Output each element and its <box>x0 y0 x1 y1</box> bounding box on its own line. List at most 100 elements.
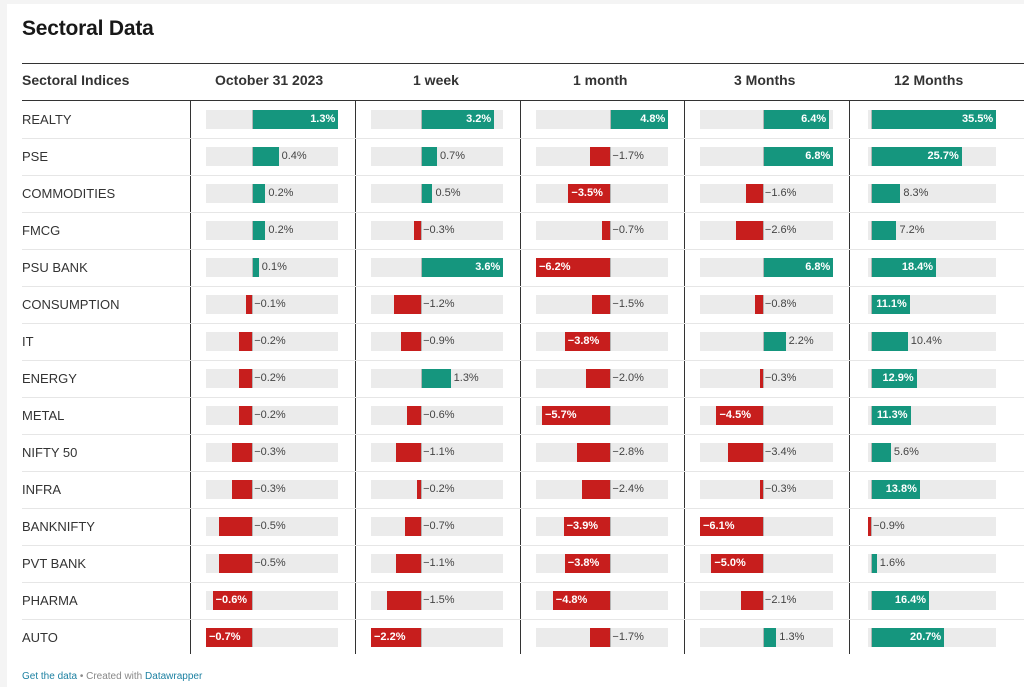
value-label: −0.6% <box>423 409 455 421</box>
bar-october-31-2023 <box>212 591 253 610</box>
value-label: −3.5% <box>571 187 603 199</box>
column-separator <box>684 101 685 654</box>
value-label: −2.6% <box>764 224 797 236</box>
row-label: REALTY <box>22 112 72 127</box>
value-label: 1.3% <box>310 113 336 125</box>
row-label: PHARMA <box>22 593 78 608</box>
bar-october-31-2023 <box>232 480 253 499</box>
bar-track <box>206 184 338 203</box>
value-label: −0.5% <box>254 520 286 532</box>
value-label: −0.2% <box>254 409 286 421</box>
bar-1-week <box>386 591 422 610</box>
bar-3-months <box>727 443 763 462</box>
row-label: FMCG <box>22 223 61 238</box>
zero-line <box>871 110 872 129</box>
value-label: −0.2% <box>254 372 286 384</box>
bar-track <box>371 517 503 536</box>
row-label: METAL <box>22 408 65 423</box>
bar-12-months <box>871 184 901 203</box>
zero-line <box>871 295 872 314</box>
row-divider <box>22 212 1024 213</box>
bar-1-month <box>592 295 611 314</box>
bar-1-week <box>421 258 503 277</box>
value-label: 25.7% <box>927 150 959 162</box>
zero-line <box>763 554 764 573</box>
zero-line <box>763 443 764 462</box>
bar-3-months <box>716 406 763 425</box>
bar-3-months <box>762 332 786 351</box>
bar-track <box>700 369 833 388</box>
bar-1-week <box>405 517 422 536</box>
bar-track <box>371 184 503 203</box>
zero-line <box>252 443 253 462</box>
value-label: −1.7% <box>612 631 644 643</box>
value-label: −0.6% <box>215 594 248 606</box>
bar-1-month <box>563 517 611 536</box>
bar-october-31-2023 <box>252 221 266 240</box>
bar-track <box>868 221 996 240</box>
datawrapper-link[interactable]: Datawrapper <box>145 671 203 682</box>
zero-line <box>252 258 253 277</box>
value-label: 6.4% <box>801 113 827 125</box>
zero-line <box>610 110 611 129</box>
chart-title: Sectoral Data <box>22 17 154 40</box>
bar-12-months <box>871 332 908 351</box>
row-divider <box>22 582 1024 583</box>
zero-line <box>763 110 764 129</box>
bar-3-months <box>746 184 763 203</box>
value-label: −6.1% <box>703 520 735 532</box>
bar-3-months <box>759 369 763 388</box>
value-label: 11.1% <box>876 298 907 310</box>
zero-line <box>610 406 611 425</box>
value-label: 18.4% <box>901 261 934 273</box>
bar-1-month <box>602 221 611 240</box>
zero-line <box>871 147 872 166</box>
value-label: −3.9% <box>566 520 599 532</box>
zero-line <box>421 517 422 536</box>
value-label: −0.3% <box>254 483 286 495</box>
bar-track <box>868 517 996 536</box>
value-label: −2.4% <box>612 483 644 495</box>
column-header-3-months: 3 Months <box>734 72 796 88</box>
zero-line <box>871 517 872 536</box>
zero-line <box>252 554 253 573</box>
bar-3-months <box>762 628 777 647</box>
value-label: −0.5% <box>254 557 286 569</box>
bar-1-month <box>610 110 668 129</box>
bar-track <box>371 147 503 166</box>
zero-line <box>610 369 611 388</box>
zero-line <box>421 110 422 129</box>
zero-line <box>871 332 872 351</box>
bar-track <box>700 295 833 314</box>
value-label: −0.8% <box>764 298 797 310</box>
bar-1-week <box>421 110 494 129</box>
bar-october-31-2023 <box>252 110 338 129</box>
get-the-data-link[interactable]: Get the data <box>22 671 78 682</box>
value-label: −4.8% <box>555 594 588 606</box>
value-label: 12.9% <box>882 372 914 384</box>
bar-1-month <box>576 443 611 462</box>
bar-track <box>206 258 338 277</box>
bar-12-months <box>871 110 996 129</box>
value-label: −0.2% <box>254 335 286 347</box>
value-label: −0.7% <box>612 224 644 236</box>
bar-1-month <box>542 406 611 425</box>
column-separator <box>520 101 521 654</box>
zero-line <box>252 184 253 203</box>
value-label: −0.9% <box>873 520 905 532</box>
bar-3-months <box>762 147 833 166</box>
bar-12-months <box>871 480 920 499</box>
zero-line <box>610 258 611 277</box>
value-label: 35.5% <box>962 113 994 125</box>
zero-line <box>871 480 872 499</box>
zero-line <box>252 480 253 499</box>
value-label: 0.2% <box>268 224 294 236</box>
row-label: IT <box>22 334 34 349</box>
value-label: 2.2% <box>788 335 814 347</box>
zero-line <box>763 332 764 351</box>
zero-line <box>252 332 253 351</box>
bar-12-months <box>871 221 897 240</box>
bar-october-31-2023 <box>252 147 279 166</box>
bar-3-months <box>759 480 763 499</box>
row-divider <box>22 360 1024 361</box>
